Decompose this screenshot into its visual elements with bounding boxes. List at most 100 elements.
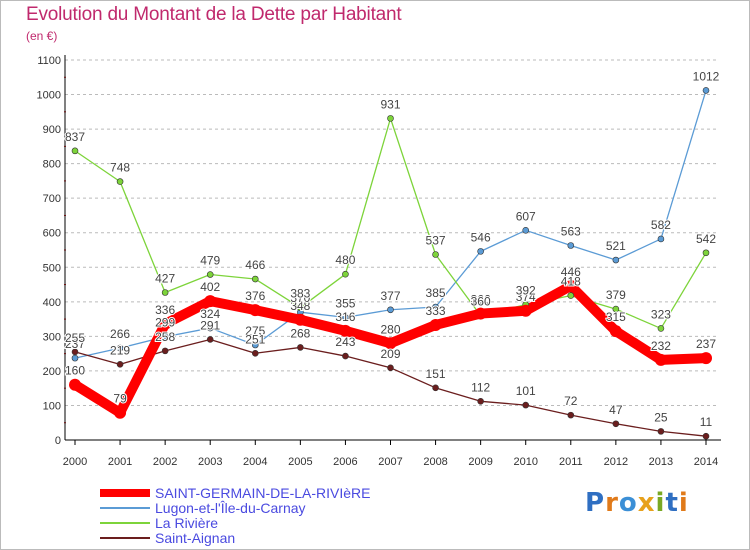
y-unit-label: (en €) <box>26 29 58 43</box>
data-label: 479 <box>200 254 220 268</box>
data-point <box>161 289 169 296</box>
data-label: 466 <box>245 258 265 272</box>
data-point <box>612 305 620 313</box>
data-label: 837 <box>65 130 85 144</box>
data-point <box>116 344 124 352</box>
data-label: 275 <box>245 324 265 338</box>
data-label: 355 <box>335 296 355 310</box>
data-point <box>432 251 439 258</box>
data-point <box>71 348 79 356</box>
legend-label: SAINT-GERMAIN-DE-LA-RIVIèRE <box>155 485 371 501</box>
data-label: 446 <box>561 265 581 279</box>
data-point <box>206 271 214 278</box>
data-point <box>429 318 442 331</box>
y-tick-label: 100 <box>43 400 61 412</box>
data-label: 72 <box>564 394 578 408</box>
data-point <box>297 344 304 351</box>
data-point <box>116 361 124 368</box>
data-point <box>567 242 575 249</box>
data-point <box>342 352 349 360</box>
y-tick-label: 300 <box>43 331 61 343</box>
data-label: 537 <box>426 233 446 247</box>
data-point <box>384 337 397 350</box>
data-label: 563 <box>561 225 581 239</box>
data-label: 25 <box>654 410 668 424</box>
x-tick-label: 2005 <box>288 456 312 468</box>
data-point <box>522 227 530 234</box>
chart-title: Evolution du Montant de la Dette par Hab… <box>26 4 402 25</box>
data-label: 348 <box>290 299 310 313</box>
x-tick-label: 2012 <box>604 456 628 468</box>
data-label: 280 <box>380 322 400 336</box>
data-label: 336 <box>155 303 175 317</box>
data-point <box>657 325 665 332</box>
data-point <box>297 304 304 311</box>
data-point <box>251 275 259 283</box>
data-point <box>657 235 665 243</box>
data-label: 268 <box>290 326 310 340</box>
data-point <box>567 292 575 299</box>
data-label: 79 <box>113 392 127 406</box>
data-label: 748 <box>110 161 130 175</box>
data-point <box>206 324 214 332</box>
x-tick-label: 2014 <box>694 456 718 468</box>
legend-swatch <box>100 507 150 509</box>
data-point <box>251 341 259 349</box>
data-label: 243 <box>335 335 355 349</box>
data-label: 258 <box>155 330 175 344</box>
y-tick-label: 1100 <box>37 55 61 67</box>
data-point <box>477 398 484 405</box>
data-point <box>702 432 710 440</box>
x-tick-label: 2002 <box>153 456 177 468</box>
data-label: 101 <box>516 384 536 398</box>
data-point <box>71 147 79 155</box>
data-point <box>251 349 259 357</box>
data-label: 385 <box>426 286 446 300</box>
data-label: 251 <box>245 332 265 346</box>
logo-letter: o <box>618 488 638 518</box>
data-label: 299 <box>155 316 175 330</box>
data-point <box>474 307 487 320</box>
data-point <box>567 411 575 419</box>
data-label: 418 <box>561 275 581 289</box>
legend-label: Lugon-et-l'Île-du-Carnay <box>155 500 306 516</box>
legend-swatch <box>100 522 150 524</box>
data-point <box>702 249 710 257</box>
y-tick-label: 200 <box>43 366 61 378</box>
data-label: 366 <box>471 293 491 307</box>
data-label: 237 <box>696 337 716 351</box>
data-label: 521 <box>606 239 626 253</box>
logo-letter: i <box>678 488 689 518</box>
data-label: 315 <box>606 310 626 324</box>
x-tick-label: 2003 <box>198 456 222 468</box>
legend-label: Saint-Aignan <box>155 530 236 546</box>
logo-letter: r <box>605 488 619 518</box>
data-label: 151 <box>426 367 446 381</box>
x-tick-label: 2011 <box>559 456 583 468</box>
logo-letter: x <box>637 488 656 518</box>
data-point <box>114 406 127 419</box>
x-tick-label: 2000 <box>63 456 87 468</box>
logo-letter: P <box>585 488 606 518</box>
data-point <box>432 384 439 392</box>
data-point <box>206 336 214 343</box>
data-point <box>654 353 667 366</box>
y-tick-label: 0 <box>55 435 61 447</box>
data-label: 316 <box>335 310 355 324</box>
data-label: 1012 <box>693 69 720 83</box>
data-label: 266 <box>110 327 130 341</box>
y-tick-label: 500 <box>43 262 61 274</box>
data-label: 370 <box>290 291 310 305</box>
data-label: 291 <box>200 318 220 332</box>
legend-label: La Rivière <box>155 515 219 531</box>
data-label: 112 <box>471 380 490 394</box>
data-point <box>204 295 217 308</box>
data-point <box>161 347 169 355</box>
data-point <box>69 378 81 391</box>
y-tick-label: 400 <box>43 297 61 309</box>
data-label: 383 <box>290 287 310 301</box>
data-label: 376 <box>245 289 265 303</box>
data-point <box>564 279 577 292</box>
data-label: 11 <box>700 415 713 429</box>
